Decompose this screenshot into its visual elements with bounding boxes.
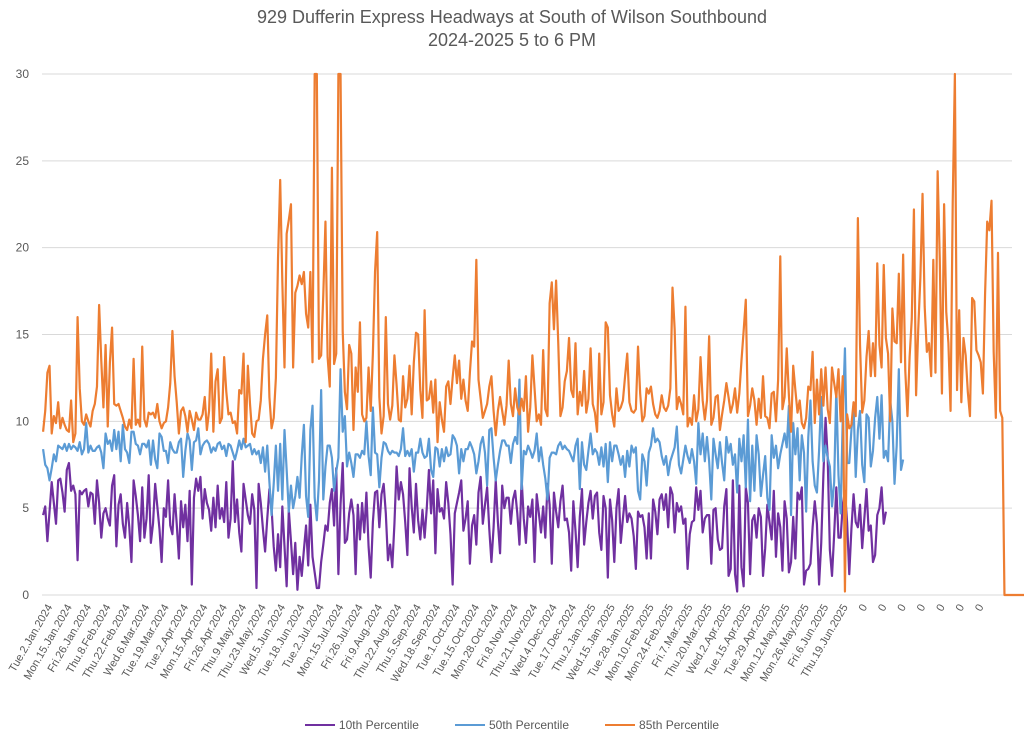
x-tick-label: 0 [954, 602, 967, 613]
x-tick-label: 0 [857, 602, 870, 613]
y-tick-label: 20 [16, 241, 30, 255]
y-tick-label: 10 [16, 414, 30, 428]
x-tick-label: 0 [895, 602, 908, 613]
legend-label-85th: 85th Percentile [639, 718, 720, 732]
legend-item-85th[interactable]: 85th Percentile [605, 718, 719, 732]
chart-title-block: 929 Dufferin Express Headways at South o… [0, 6, 1024, 52]
y-tick-label: 15 [16, 328, 30, 342]
legend-swatch-10th [304, 724, 335, 726]
legend-swatch-85th [605, 724, 636, 726]
series-line-50th-percentile [41, 347, 905, 522]
x-tick-label: 0 [934, 602, 947, 613]
x-axis-tick-labels: Tue.2.Jan.2024Mon.15.Jan.2024Fri.26.Jan.… [7, 602, 987, 684]
legend-label-10th: 10th Percentile [338, 718, 419, 732]
series-lines [41, 72, 1024, 597]
y-tick-label: 5 [22, 501, 29, 515]
series-line-85th-percentile [41, 72, 1024, 597]
y-axis-tick-labels: 0 5 10 15 20 25 30 [16, 67, 30, 602]
x-tick-label: 0 [973, 602, 986, 613]
legend-swatch-50th [454, 724, 485, 726]
chart-subtitle: 2024-2025 5 to 6 PM [427, 30, 597, 50]
x-tick-label: 0 [915, 602, 928, 613]
legend-label-50th: 50th Percentile [488, 718, 570, 732]
chart-title: 929 Dufferin Express Headways at South o… [257, 7, 767, 27]
y-tick-label: 0 [22, 588, 29, 602]
y-tick-label: 25 [16, 154, 30, 168]
legend-item-50th[interactable]: 50th Percentile [454, 718, 570, 732]
legend-item-10th[interactable]: 10th Percentile [304, 718, 419, 732]
x-tick-label: 0 [876, 602, 889, 613]
legend: 10th Percentile 50th Percentile 85th Per… [0, 718, 1024, 732]
y-tick-label: 30 [16, 67, 30, 81]
series-line-10th-percentile [42, 416, 887, 593]
